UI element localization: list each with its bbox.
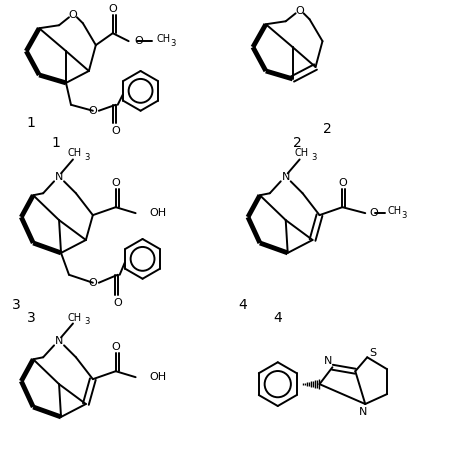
Text: O: O (111, 178, 120, 188)
Text: O: O (135, 36, 143, 46)
Text: 1: 1 (27, 116, 36, 130)
Text: CH: CH (294, 148, 309, 158)
Text: 3: 3 (170, 39, 176, 48)
Text: N: N (55, 173, 63, 182)
Text: 4: 4 (238, 298, 247, 311)
Text: OH: OH (149, 372, 167, 382)
Text: O: O (295, 6, 304, 16)
Text: 4: 4 (273, 310, 282, 325)
Text: O: O (338, 178, 347, 188)
Text: N: N (324, 356, 333, 366)
Text: S: S (370, 348, 377, 358)
Text: O: O (369, 208, 378, 218)
Text: 3: 3 (27, 310, 36, 325)
Text: 2: 2 (293, 136, 302, 150)
Text: O: O (113, 298, 122, 308)
Text: O: O (89, 106, 97, 116)
Text: CH: CH (68, 148, 82, 158)
Text: 3: 3 (311, 153, 316, 162)
Text: O: O (89, 278, 97, 288)
Text: O: O (111, 126, 120, 136)
Text: O: O (109, 4, 117, 14)
Text: 1: 1 (52, 136, 61, 150)
Text: N: N (359, 407, 367, 417)
Text: CH: CH (156, 34, 171, 44)
Text: CH: CH (387, 206, 401, 216)
Text: 3: 3 (12, 298, 21, 311)
Text: N: N (55, 337, 63, 346)
Text: CH: CH (68, 312, 82, 322)
Text: N: N (282, 173, 290, 182)
Text: OH: OH (149, 208, 167, 218)
Text: 2: 2 (323, 122, 332, 136)
Text: 3: 3 (84, 317, 90, 326)
Text: O: O (69, 10, 77, 20)
Text: 3: 3 (401, 210, 406, 219)
Text: O: O (111, 342, 120, 352)
Text: 3: 3 (84, 153, 90, 162)
